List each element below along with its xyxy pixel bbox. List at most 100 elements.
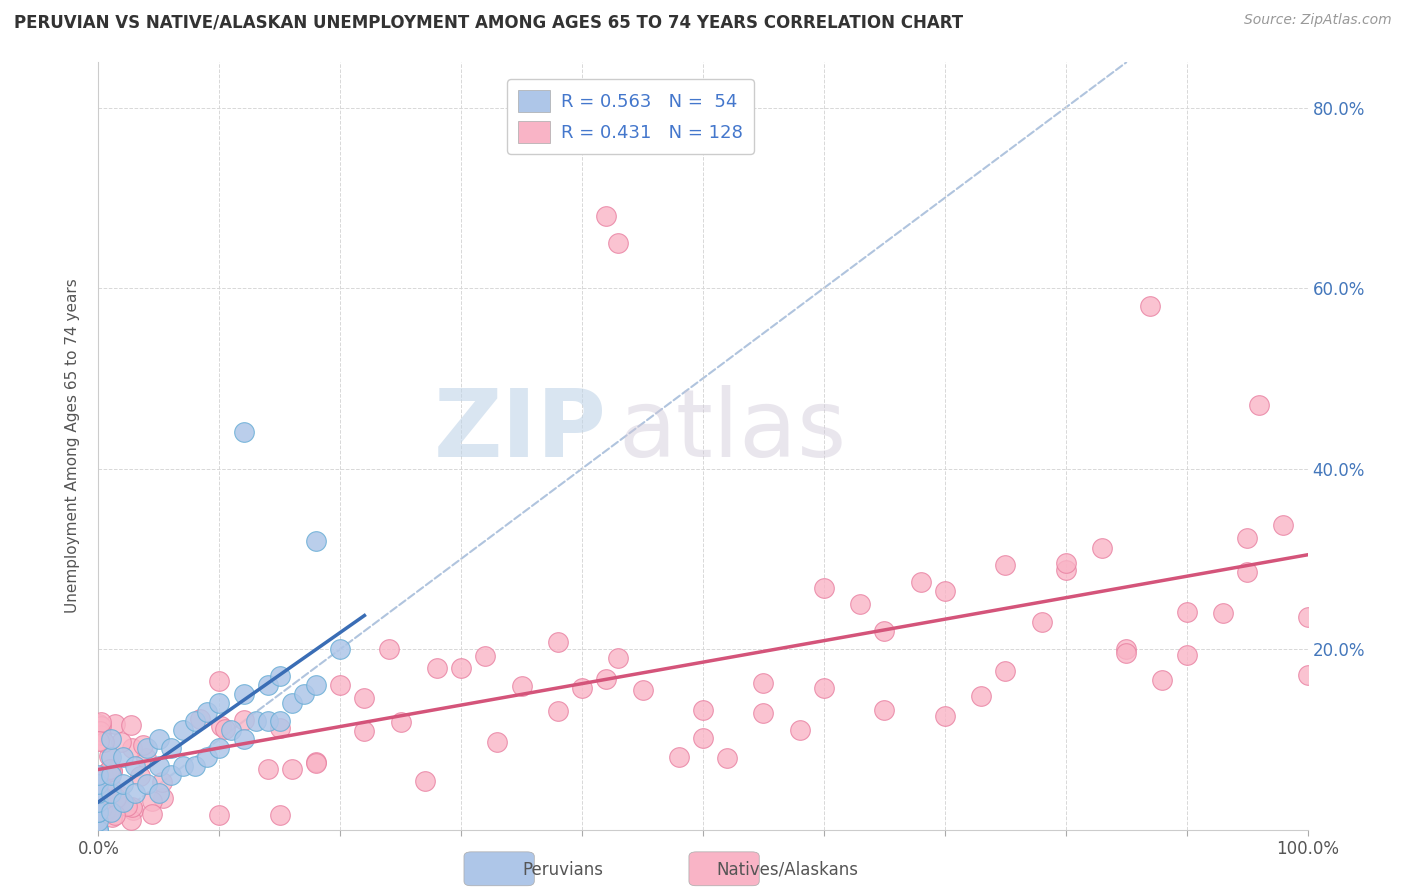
- Point: [1212, 606, 1234, 620]
- Point: [208, 807, 231, 822]
- Point: [305, 533, 328, 548]
- Point: [152, 790, 174, 805]
- Point: [108, 789, 131, 803]
- Point: [1296, 668, 1319, 682]
- Point: [970, 689, 993, 703]
- Point: [692, 703, 714, 717]
- Point: [426, 661, 449, 675]
- Point: [269, 722, 291, 736]
- Text: PERUVIAN VS NATIVE/ALASKAN UNEMPLOYMENT AMONG AGES 65 TO 74 YEARS CORRELATION CH: PERUVIAN VS NATIVE/ALASKAN UNEMPLOYMENT …: [14, 13, 963, 31]
- Point: [1115, 647, 1137, 661]
- Point: [209, 718, 232, 732]
- Point: [269, 808, 291, 822]
- Point: [160, 768, 183, 782]
- Point: [87, 777, 110, 791]
- Point: [120, 813, 142, 827]
- Point: [873, 624, 896, 639]
- Point: [87, 805, 110, 819]
- Point: [595, 209, 617, 223]
- Point: [245, 714, 267, 729]
- Point: [148, 732, 170, 747]
- Point: [595, 672, 617, 686]
- Point: [1115, 641, 1137, 656]
- Point: [716, 750, 738, 764]
- Point: [132, 738, 155, 752]
- Point: [87, 822, 110, 837]
- Point: [115, 798, 138, 813]
- Text: Peruvians: Peruvians: [522, 861, 603, 879]
- Point: [232, 425, 254, 440]
- Point: [172, 759, 194, 773]
- Point: [607, 235, 630, 250]
- Point: [110, 734, 132, 748]
- Point: [100, 764, 122, 778]
- Point: [281, 762, 304, 776]
- Text: Natives/Alaskans: Natives/Alaskans: [717, 861, 858, 879]
- Point: [105, 790, 128, 805]
- Point: [269, 714, 291, 729]
- Legend: R = 0.563   N =  54, R = 0.431   N = 128: R = 0.563 N = 54, R = 0.431 N = 128: [508, 79, 754, 154]
- Point: [93, 735, 115, 749]
- Point: [994, 664, 1017, 678]
- Point: [121, 803, 143, 817]
- Point: [101, 764, 124, 779]
- Point: [256, 678, 278, 692]
- Point: [141, 794, 163, 808]
- Point: [1054, 556, 1077, 570]
- Point: [256, 762, 278, 776]
- Point: [111, 750, 134, 764]
- Point: [571, 681, 593, 695]
- Point: [87, 796, 110, 810]
- Point: [103, 808, 125, 822]
- Point: [208, 696, 231, 710]
- Point: [100, 810, 122, 824]
- Point: [813, 581, 835, 595]
- Point: [104, 717, 127, 731]
- Point: [413, 774, 436, 789]
- Point: [89, 723, 111, 738]
- Point: [111, 796, 134, 810]
- Point: [87, 822, 110, 837]
- Point: [135, 741, 157, 756]
- Point: [148, 787, 170, 801]
- Point: [631, 683, 654, 698]
- Point: [87, 768, 110, 782]
- Point: [607, 650, 630, 665]
- Point: [1175, 648, 1198, 662]
- Point: [100, 750, 122, 764]
- Point: [1236, 565, 1258, 579]
- Point: [214, 722, 236, 736]
- Point: [1296, 610, 1319, 624]
- Point: [910, 575, 932, 590]
- Point: [93, 805, 115, 819]
- Point: [849, 597, 872, 611]
- Point: [184, 759, 207, 773]
- Point: [195, 750, 218, 764]
- Point: [668, 749, 690, 764]
- Point: [353, 723, 375, 738]
- Point: [329, 642, 352, 657]
- Point: [1236, 532, 1258, 546]
- Point: [305, 756, 328, 771]
- Point: [100, 768, 122, 782]
- Point: [121, 718, 143, 732]
- Point: [111, 777, 134, 791]
- Point: [1272, 517, 1295, 532]
- Point: [353, 690, 375, 705]
- Point: [789, 723, 811, 738]
- Point: [87, 805, 110, 819]
- Point: [96, 765, 118, 780]
- Point: [305, 755, 328, 769]
- Point: [256, 714, 278, 729]
- Point: [89, 787, 111, 801]
- Point: [90, 715, 112, 730]
- Point: [752, 675, 775, 690]
- Point: [172, 723, 194, 738]
- Point: [510, 679, 533, 693]
- Point: [232, 732, 254, 747]
- Point: [121, 799, 143, 814]
- Point: [100, 732, 122, 747]
- Point: [994, 558, 1017, 572]
- Point: [100, 787, 122, 801]
- Point: [934, 583, 956, 598]
